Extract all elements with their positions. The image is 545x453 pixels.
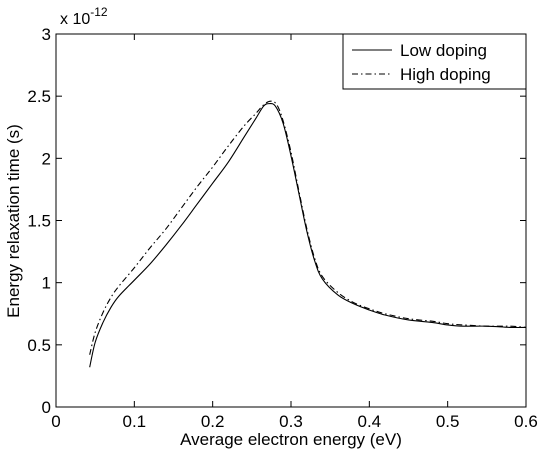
y-tick-label: 0.5 [27, 336, 51, 355]
y-tick-label: 2.5 [27, 87, 51, 106]
legend-label-high-doping: High doping [400, 65, 491, 84]
y-multiplier: x 10-12 [60, 5, 108, 28]
x-axis-label: Average electron energy (eV) [180, 430, 402, 449]
y-axis-label: Energy relaxation time (s) [4, 124, 23, 318]
x-tick-label: 0.6 [514, 412, 538, 431]
plot-area [55, 33, 527, 408]
y-axis-ticks: 0 0.5 1 1.5 2 2.5 3 [27, 25, 526, 417]
x-tick-label: 0.4 [358, 412, 382, 431]
x-tick-label: 0.5 [436, 412, 460, 431]
y-tick-label: 3 [42, 25, 51, 44]
x-tick-label: 0 [51, 412, 60, 431]
x-tick-label: 0.3 [279, 412, 303, 431]
series-line-low-doping [89, 102, 527, 368]
series-line-high-doping [89, 100, 527, 355]
legend-label-low-doping: Low doping [400, 41, 487, 60]
x-tick-label: 0.1 [123, 412, 147, 431]
series-layer [89, 100, 527, 368]
y-tick-label: 1.5 [27, 212, 51, 231]
y-tick-label: 0 [42, 398, 51, 417]
y-tick-label: 2 [42, 149, 51, 168]
legend: Low doping High doping [342, 33, 527, 90]
y-tick-label: 1 [42, 274, 51, 293]
legend-box [342, 33, 527, 90]
x-tick-label: 0.2 [201, 412, 225, 431]
x-axis-ticks: 0 0.1 0.2 0.3 0.4 0.5 0.6 [51, 34, 538, 431]
